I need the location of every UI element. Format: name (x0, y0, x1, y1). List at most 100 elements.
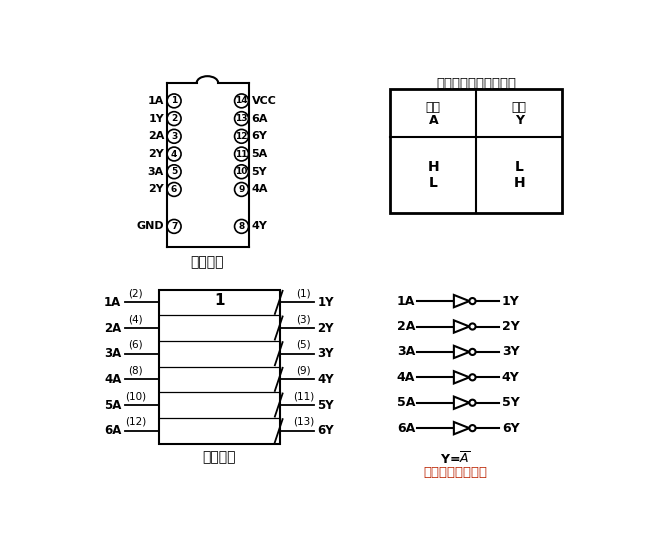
Text: 2Y: 2Y (318, 321, 334, 335)
Text: 4Y: 4Y (318, 373, 334, 386)
Text: 12: 12 (235, 132, 248, 141)
Text: (3): (3) (296, 314, 311, 324)
Text: 4A: 4A (397, 371, 415, 384)
Text: (8): (8) (128, 365, 143, 375)
Polygon shape (454, 396, 470, 409)
Text: 4Y: 4Y (502, 371, 519, 384)
Text: (6): (6) (128, 340, 143, 350)
Text: 5Y: 5Y (252, 167, 267, 177)
Text: Y=$\overline{A}$: Y=$\overline{A}$ (440, 451, 470, 467)
Text: 3Y: 3Y (502, 346, 519, 358)
Text: 5A: 5A (252, 149, 268, 159)
Text: 3Y: 3Y (318, 347, 334, 360)
Text: 4: 4 (171, 150, 178, 158)
Text: L: L (429, 176, 438, 189)
Text: 2Y: 2Y (148, 149, 164, 159)
Text: H: H (514, 176, 525, 189)
Text: 4A: 4A (104, 373, 121, 386)
Circle shape (234, 220, 248, 233)
Circle shape (167, 129, 181, 143)
Text: 3A: 3A (397, 346, 415, 358)
Circle shape (167, 220, 181, 233)
Text: 输入: 输入 (426, 100, 441, 114)
Text: (5): (5) (296, 340, 311, 350)
Text: 2Y: 2Y (148, 184, 164, 194)
Text: 11: 11 (235, 150, 248, 158)
Text: 6: 6 (171, 185, 178, 194)
Text: 6A: 6A (397, 422, 415, 434)
Text: Y: Y (515, 114, 524, 128)
Text: 2Y: 2Y (502, 320, 519, 333)
Text: 4Y: 4Y (252, 221, 267, 231)
Text: 功能表（每个反推器）: 功能表（每个反推器） (436, 77, 516, 89)
Text: 2A: 2A (397, 320, 415, 333)
Text: VCC: VCC (252, 96, 276, 106)
Text: GND: GND (136, 221, 164, 231)
Text: 2A: 2A (147, 131, 164, 141)
Circle shape (470, 425, 476, 431)
Circle shape (167, 94, 181, 108)
Text: 运算图（正逻辑）: 运算图（正逻辑） (423, 466, 487, 479)
Text: 6A: 6A (252, 114, 268, 124)
Circle shape (234, 183, 248, 197)
Circle shape (234, 165, 248, 179)
Text: (10): (10) (125, 391, 146, 401)
Text: 9: 9 (238, 185, 245, 194)
Text: 2: 2 (171, 114, 178, 123)
Text: 输出: 输出 (512, 100, 527, 114)
Text: H: H (428, 160, 439, 174)
Text: 7: 7 (171, 222, 178, 231)
Circle shape (234, 147, 248, 161)
Circle shape (470, 374, 476, 380)
Circle shape (234, 112, 248, 125)
Text: 1Y: 1Y (148, 114, 164, 124)
Text: 1Y: 1Y (502, 295, 519, 307)
Circle shape (167, 147, 181, 161)
Text: 3A: 3A (104, 347, 121, 360)
Text: (12): (12) (124, 417, 146, 427)
Circle shape (470, 298, 476, 304)
Polygon shape (454, 371, 470, 384)
Text: 4A: 4A (252, 184, 268, 194)
Text: 6Y: 6Y (318, 424, 334, 437)
Text: 6A: 6A (104, 424, 121, 437)
Text: 5A: 5A (397, 396, 415, 409)
Text: L: L (515, 160, 524, 174)
Text: 10: 10 (235, 167, 248, 176)
Bar (390, 89, 563, 213)
Text: 1: 1 (171, 97, 178, 105)
Circle shape (167, 165, 181, 179)
Text: 5A: 5A (104, 399, 121, 412)
Text: (1): (1) (296, 289, 311, 299)
Polygon shape (454, 346, 470, 358)
Text: (11): (11) (293, 391, 314, 401)
Text: 1: 1 (214, 293, 225, 308)
Text: 引脚排列: 引脚排列 (191, 256, 224, 269)
Circle shape (234, 94, 248, 108)
Circle shape (470, 400, 476, 406)
Text: 5Y: 5Y (502, 396, 519, 409)
Text: A: A (428, 114, 438, 128)
Text: (13): (13) (293, 417, 314, 427)
Polygon shape (454, 320, 470, 333)
Text: 3A: 3A (148, 167, 164, 177)
Text: 14: 14 (235, 97, 248, 105)
Text: 5: 5 (171, 167, 178, 176)
Text: 8: 8 (238, 222, 245, 231)
Text: 1A: 1A (397, 295, 415, 307)
Text: 1A: 1A (104, 296, 121, 309)
Text: 2A: 2A (104, 321, 121, 335)
Polygon shape (454, 295, 470, 307)
Bar (159, 290, 280, 444)
Text: 3: 3 (171, 132, 178, 141)
Circle shape (234, 129, 248, 143)
Text: 6Y: 6Y (502, 422, 519, 434)
Text: 1Y: 1Y (318, 296, 334, 309)
Text: 逻辑符号: 逻辑符号 (202, 450, 236, 464)
Circle shape (167, 183, 181, 197)
Circle shape (470, 323, 476, 330)
Text: (9): (9) (296, 365, 311, 375)
Circle shape (167, 112, 181, 125)
Text: 13: 13 (235, 114, 248, 123)
Text: 6Y: 6Y (252, 131, 267, 141)
